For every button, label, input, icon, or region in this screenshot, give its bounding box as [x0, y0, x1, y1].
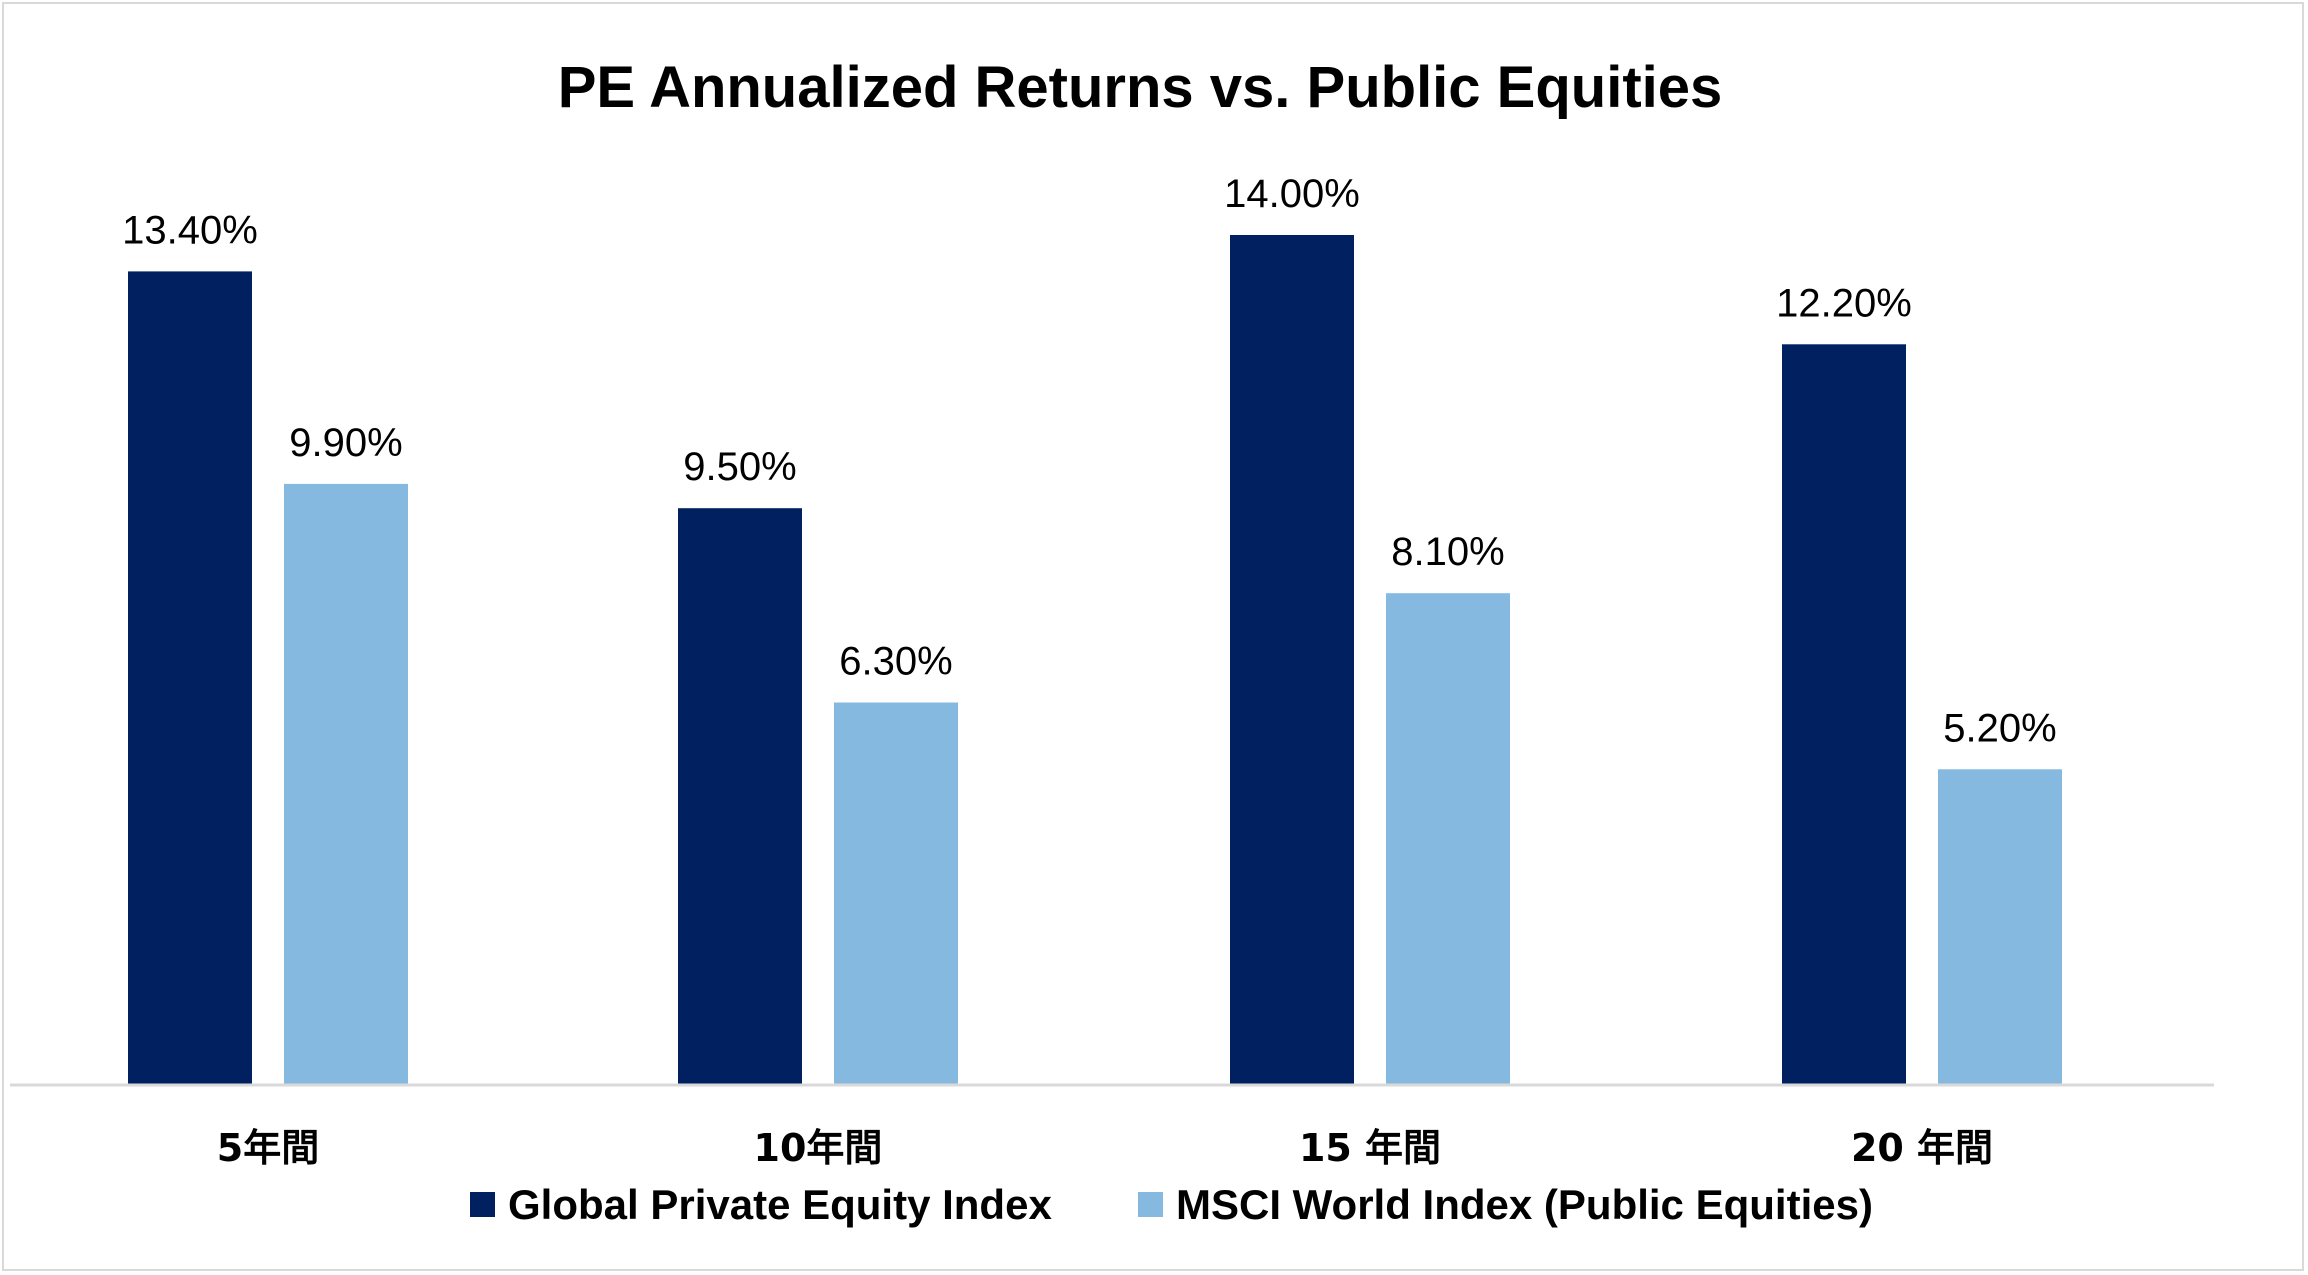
chart-title: PE Annualized Returns vs. Public Equitie… [558, 55, 1723, 120]
legend-label-global-private-equity-index: Global Private Equity Index [508, 1181, 1052, 1228]
bar-msci-world-index-public-equities-1 [284, 483, 408, 1085]
bar-msci-world-index-public-equities-2 [834, 702, 958, 1085]
x-tick-label-4: 20 年間 [1851, 1126, 1993, 1170]
bar-global-private-equity-index-2 [678, 508, 802, 1085]
bar-msci-world-index-public-equities-3 [1386, 593, 1510, 1085]
data-label-msci-world-index-public-equities-1: 9.90% [289, 421, 402, 465]
bar-global-private-equity-index-4 [1782, 344, 1906, 1085]
bar-chart: PE Annualized Returns vs. Public Equitie… [10, 55, 2214, 1228]
x-tick-label-2: 10年間 [754, 1126, 883, 1170]
bar-global-private-equity-index-3 [1230, 235, 1354, 1085]
legend: Global Private Equity Index MSCI World In… [470, 1181, 1873, 1228]
legend-label-msci-world-index-public-equities: MSCI World Index (Public Equities) [1176, 1181, 1873, 1228]
x-tick-label-3: 15 年間 [1299, 1126, 1441, 1170]
x-tick-labels: 5年間 10年間 15 年間 20 年間 [217, 1126, 1993, 1170]
data-label-msci-world-index-public-equities-3: 8.10% [1391, 530, 1504, 574]
data-label-global-private-equity-index-3: 14.00% [1224, 172, 1360, 216]
legend-swatch-global-private-equity-index [470, 1192, 495, 1217]
legend-swatch-msci-world-index-public-equities [1138, 1192, 1163, 1217]
x-tick-label-1: 5年間 [217, 1126, 319, 1170]
bars-layer [128, 235, 2062, 1085]
data-label-global-private-equity-index-2: 9.50% [683, 445, 796, 489]
data-label-msci-world-index-public-equities-2: 6.30% [839, 640, 952, 684]
data-label-msci-world-index-public-equities-4: 5.20% [1943, 706, 2056, 750]
data-label-global-private-equity-index-1: 13.40% [122, 208, 258, 252]
data-labels-layer: 13.40% 9.50% 14.00% 12.20% 9.90% 6.30% 8.10% 5.… [122, 172, 2057, 750]
data-label-global-private-equity-index-4: 12.20% [1776, 281, 1912, 325]
bar-msci-world-index-public-equities-4 [1938, 769, 2062, 1085]
bar-global-private-equity-index-1 [128, 271, 252, 1085]
